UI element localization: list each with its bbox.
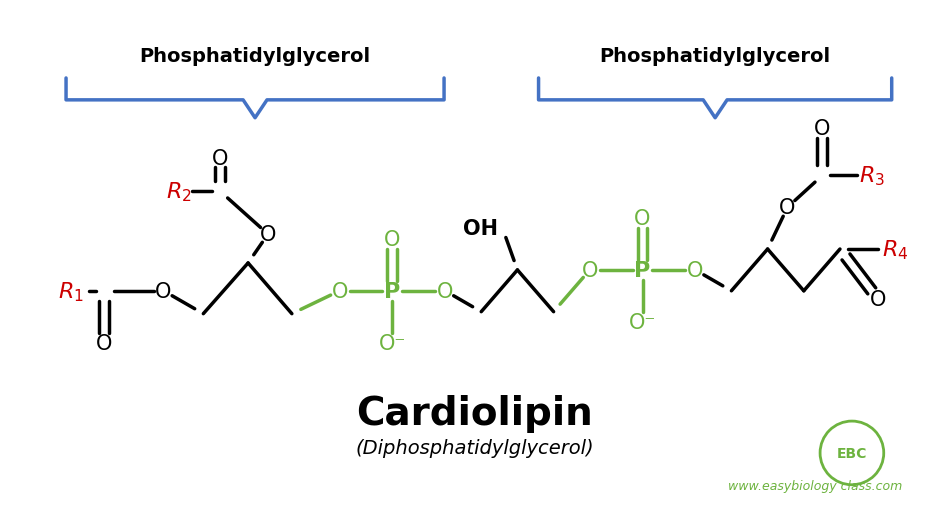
Text: www.easybiology class.com: www.easybiology class.com (727, 479, 902, 492)
Text: O: O (437, 281, 453, 301)
Text: O: O (331, 281, 347, 301)
Text: O: O (780, 198, 796, 218)
Text: O: O (582, 261, 598, 280)
Text: O: O (869, 289, 886, 309)
Text: O: O (155, 281, 171, 301)
Text: Phosphatidylglycerol: Phosphatidylglycerol (599, 46, 830, 66)
Text: O: O (95, 333, 112, 353)
Text: $R_4$: $R_4$ (883, 238, 909, 261)
Text: EBC: EBC (837, 446, 867, 460)
Text: P: P (385, 281, 401, 301)
Text: Cardiolipin: Cardiolipin (357, 394, 593, 432)
Text: $R_2$: $R_2$ (166, 180, 191, 204)
Text: Phosphatidylglycerol: Phosphatidylglycerol (140, 46, 370, 66)
Text: O: O (814, 119, 830, 138)
Text: O⁻: O⁻ (379, 333, 406, 353)
Text: O: O (260, 224, 276, 245)
Text: O: O (212, 148, 228, 168)
Text: P: P (634, 261, 650, 280)
Text: O: O (385, 230, 401, 249)
Text: O⁻: O⁻ (629, 312, 656, 332)
Text: $R_1$: $R_1$ (58, 279, 84, 303)
Text: O: O (634, 209, 651, 229)
Text: (Diphosphatidylglycerol): (Diphosphatidylglycerol) (356, 439, 594, 458)
Text: $R_3$: $R_3$ (859, 164, 885, 188)
Text: OH: OH (463, 219, 498, 239)
Text: O: O (687, 261, 704, 280)
